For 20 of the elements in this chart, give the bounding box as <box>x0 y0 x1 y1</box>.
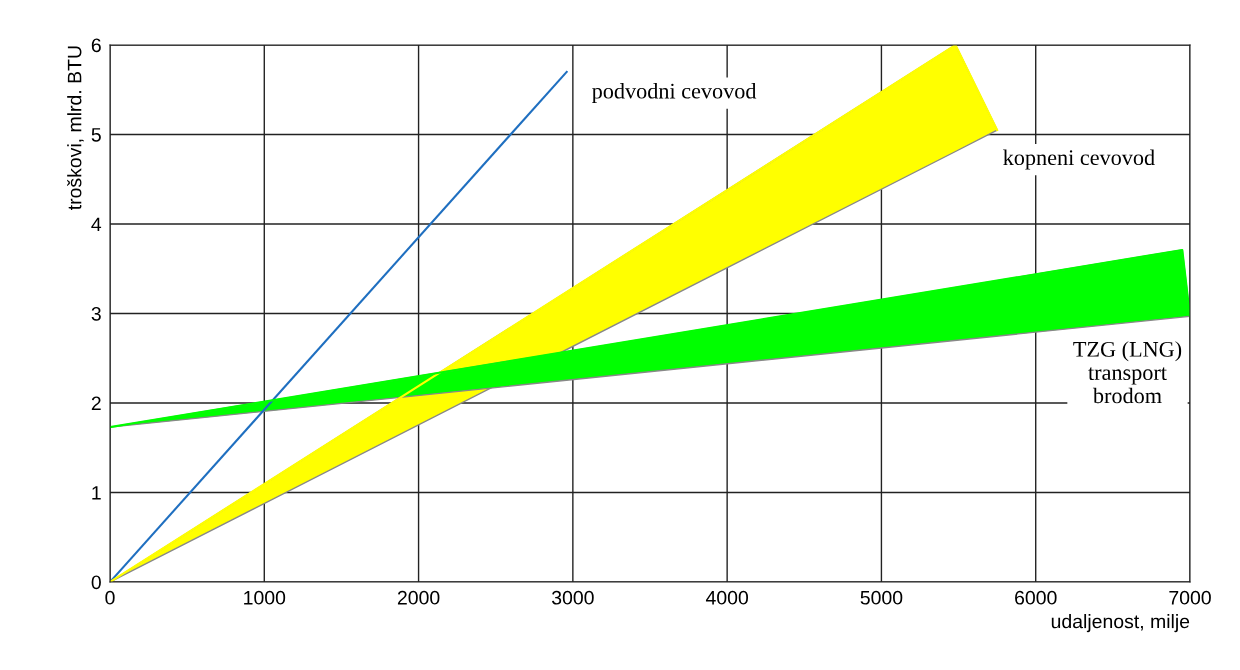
y-axis-title: troškovi, mlrd. BTU <box>67 46 84 210</box>
y-tick-label: 0 <box>91 575 101 590</box>
series-label: TZG (LNG) transport brodom <box>1073 341 1182 404</box>
x-axis-title: udaljenost, milje <box>1051 614 1190 633</box>
series-label: podvodni cevovod <box>592 82 757 104</box>
y-tick-label: 5 <box>91 128 101 142</box>
x-tick-label: 4000 <box>705 590 749 605</box>
x-tick-label: 1000 <box>244 590 286 605</box>
y-tick-label: 6 <box>91 38 101 53</box>
x-tick-label: 2000 <box>397 590 440 605</box>
x-tick-label: 7000 <box>1169 590 1211 605</box>
x-tick-label: 6000 <box>1015 590 1057 605</box>
x-tick-label: 0 <box>105 590 115 605</box>
y-tick-label: 4 <box>91 217 102 232</box>
y-tick-label: 2 <box>91 396 101 411</box>
series-label: kopneni cevovod <box>1003 149 1155 170</box>
x-tick-label: 5000 <box>860 590 903 605</box>
x-tick-label: 3000 <box>551 590 594 605</box>
y-tick-label: 3 <box>91 306 101 321</box>
y-tick-label: 1 <box>92 486 101 500</box>
